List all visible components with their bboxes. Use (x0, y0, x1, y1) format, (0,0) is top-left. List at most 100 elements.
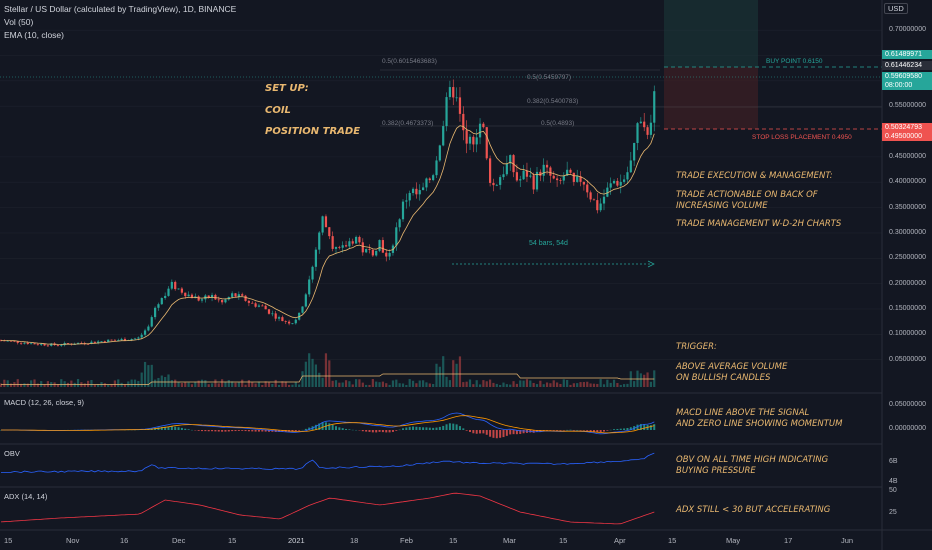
candle-body (261, 305, 264, 307)
candle-body (13, 340, 16, 342)
volume-bar (26, 383, 29, 387)
macd-histogram-bar (338, 427, 341, 430)
volume-bar (428, 383, 431, 387)
candle-body (56, 345, 60, 346)
volume-bar (539, 380, 542, 387)
volume-bar (184, 382, 187, 387)
macd-histogram-bar (180, 427, 183, 430)
candle-body (365, 249, 368, 253)
volume-bar (251, 382, 254, 387)
obv-pane-title[interactable]: OBV (4, 449, 20, 458)
volume-bar (177, 382, 180, 387)
macd-note-1: MACD LINE ABOVE THE SIGNAL (676, 408, 810, 418)
volume-bar (381, 381, 384, 387)
macd-note-2: AND ZERO LINE SHOWING MOMENTUM (676, 419, 843, 429)
volume-bar (425, 382, 428, 387)
candle-body (207, 295, 210, 298)
volume-bar (639, 373, 642, 387)
candle-body (495, 184, 498, 186)
volume-bar (472, 384, 475, 387)
adx-pane-title[interactable]: ADX (14, 14) (4, 492, 48, 501)
macd-histogram-bar (619, 428, 622, 430)
volume-bar (73, 382, 76, 387)
candle-body (267, 309, 271, 314)
price-axis-tick: 0.25000000 (889, 254, 926, 262)
macd-histogram-bar (462, 428, 465, 430)
volume-bar (231, 381, 234, 387)
volume-bar (207, 384, 210, 387)
setup-position: POSITION TRADE (265, 126, 361, 137)
macd-histogram-bar (438, 426, 441, 430)
candle-body (301, 306, 304, 313)
volume-bar (60, 379, 63, 387)
candle-body (274, 313, 277, 319)
candle-body (566, 169, 569, 176)
trade-exec-note: TRADE EXECUTION & MANAGEMENT: (676, 171, 833, 181)
time-axis-label: Nov (66, 536, 80, 545)
symbol-title[interactable]: Stellar / US Dollar (calculated by Tradi… (4, 4, 237, 14)
candle-body (157, 304, 160, 308)
volume-bar (378, 382, 381, 387)
time-axis-label: Dec (172, 536, 186, 545)
macd-histogram-bar (512, 430, 515, 435)
volume-bar (542, 384, 545, 387)
volume-bar (633, 381, 636, 387)
volume-bar (224, 381, 227, 387)
macd-histogram-bar (391, 430, 394, 432)
price-tag-dark: 0.61446234 (882, 61, 932, 70)
volume-bar (194, 381, 197, 387)
macd-histogram-bar (502, 430, 505, 438)
macd-histogram-bar (458, 426, 461, 430)
volume-bar (375, 381, 378, 387)
macd-pane-title[interactable]: MACD (12, 26, close, 9) (4, 398, 85, 407)
volume-bar (254, 383, 257, 387)
volume-bar (334, 380, 338, 387)
volume-bar (120, 382, 123, 387)
ema-indicator-label[interactable]: EMA (10, close) (4, 30, 64, 40)
candle-body (545, 164, 549, 168)
macd-histogram-bar (515, 430, 518, 435)
candle-body (244, 295, 247, 301)
candle-body (187, 294, 190, 297)
candle-body (609, 183, 612, 188)
obv-note-1: OBV ON ALL TIME HIGH INDICATING (676, 455, 829, 465)
volume-bar (264, 381, 267, 387)
volume-bar (23, 383, 26, 387)
volume-bar (267, 382, 271, 387)
volume-bar (76, 379, 80, 387)
volume-bar (304, 361, 307, 387)
candle-body (535, 171, 539, 190)
candle-body (549, 167, 552, 176)
candle-body (579, 176, 582, 182)
ema-line (0, 125, 655, 345)
candle-body (378, 240, 381, 251)
candle-body (140, 334, 143, 338)
vol-indicator-label[interactable]: Vol (50) (4, 17, 34, 27)
macd-histogram-bar (298, 430, 301, 431)
macd-histogram-bar (402, 428, 404, 430)
volume-bar (556, 382, 559, 387)
currency-label[interactable]: USD (884, 3, 908, 14)
candle-body (217, 299, 220, 301)
volume-bar (395, 379, 398, 387)
volume-bar (612, 379, 616, 387)
candle-body (448, 87, 451, 98)
volume-bar (237, 382, 240, 387)
price-axis-tick: 0.70000000 (889, 26, 926, 34)
candle-body (633, 142, 636, 161)
candle-body (90, 341, 93, 344)
volume-bar (16, 379, 19, 387)
volume-bar (619, 384, 622, 387)
macd-histogram-bar (308, 427, 311, 430)
candle-body (539, 171, 542, 176)
macd-histogram-bar (231, 430, 234, 432)
time-axis-label: 17 (784, 536, 793, 545)
candle-body (30, 343, 33, 345)
candle-body (586, 184, 589, 193)
volume-bar (341, 382, 344, 387)
candle-body (445, 97, 448, 127)
macd-histogram-bar (509, 430, 512, 435)
volume-bar (626, 383, 629, 387)
adx-axis-tick-1: 25 (889, 509, 897, 516)
